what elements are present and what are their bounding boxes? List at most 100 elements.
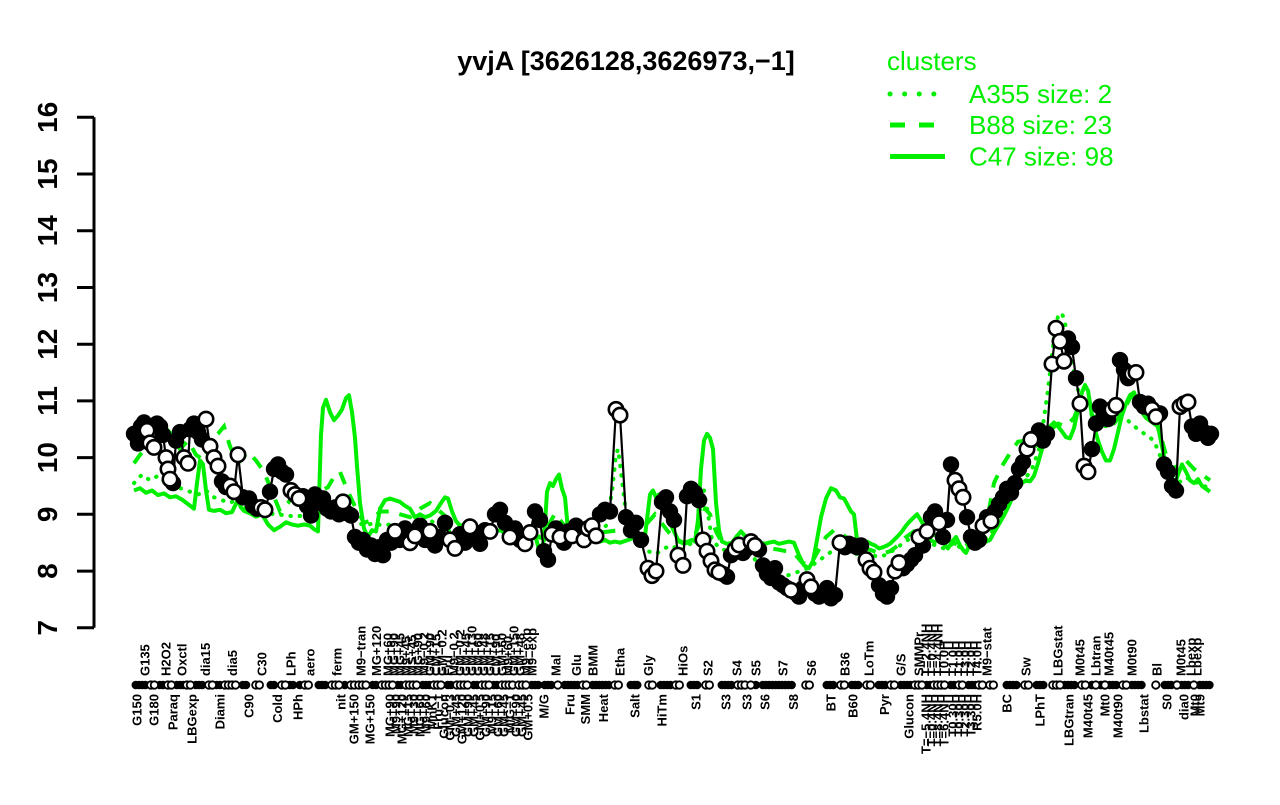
svg-text:clusters: clusters bbox=[887, 46, 977, 76]
svg-text:Paraq: Paraq bbox=[166, 694, 181, 730]
svg-text:G135: G135 bbox=[138, 644, 153, 676]
svg-text:SMMPr: SMMPr bbox=[912, 632, 927, 676]
svg-text:MG+60: MG+60 bbox=[381, 633, 396, 676]
svg-text:LBGstat: LBGstat bbox=[1050, 625, 1065, 676]
svg-text:Fru: Fru bbox=[563, 694, 578, 715]
svg-text:Glucon: Glucon bbox=[437, 694, 452, 739]
svg-text:M9+15: M9+15 bbox=[485, 694, 500, 734]
svg-text:R5.0H: R5.0H bbox=[970, 694, 985, 731]
svg-text:LoTm: LoTm bbox=[862, 641, 877, 676]
svg-text:Gly: Gly bbox=[641, 654, 656, 676]
svg-text:GM+90: GM+90 bbox=[461, 694, 476, 737]
svg-text:T=0.4NH: T=0.4NH bbox=[925, 624, 940, 676]
svg-text:12: 12 bbox=[32, 329, 63, 360]
svg-text:LBGtran: LBGtran bbox=[1062, 694, 1077, 746]
svg-text:yvjA [3626128,3626973,−1]: yvjA [3626128,3626973,−1] bbox=[457, 46, 795, 76]
svg-text:M40t45: M40t45 bbox=[1081, 694, 1096, 738]
svg-text:Etha: Etha bbox=[613, 647, 628, 676]
svg-text:CM+15: CM+15 bbox=[429, 634, 444, 676]
svg-text:T=−5.4NH: T=−5.4NH bbox=[919, 694, 934, 754]
svg-text:Diami: Diami bbox=[213, 694, 228, 729]
svg-text:M0t45: M0t45 bbox=[1073, 639, 1088, 676]
svg-text:M9+30: M9+30 bbox=[407, 694, 422, 734]
svg-text:T1.0H: T1.0H bbox=[952, 641, 967, 676]
svg-text:C90: C90 bbox=[242, 694, 257, 718]
svg-text:M9−0.2: M9−0.2 bbox=[417, 632, 432, 676]
svg-text:7: 7 bbox=[32, 620, 63, 636]
svg-text:M9−0.2: M9−0.2 bbox=[447, 632, 462, 676]
svg-text:S3: S3 bbox=[719, 694, 734, 710]
svg-text:14: 14 bbox=[32, 215, 63, 247]
svg-text:S0: S0 bbox=[1160, 694, 1175, 710]
svg-text:T=0.4NH: T=0.4NH bbox=[925, 694, 940, 746]
svg-text:GM+45: GM+45 bbox=[459, 633, 474, 676]
svg-text:M0t90: M0t90 bbox=[1125, 639, 1140, 676]
svg-text:dia5: dia5 bbox=[225, 650, 240, 676]
svg-text:T3.0H: T3.0H bbox=[958, 641, 973, 676]
svg-text:M9−exp: M9−exp bbox=[525, 628, 540, 676]
svg-text:Pyr: Pyr bbox=[877, 694, 892, 715]
svg-text:S5: S5 bbox=[749, 660, 764, 676]
svg-text:M9−stat: M9−stat bbox=[980, 627, 995, 676]
svg-text:M/G−1: M/G−1 bbox=[503, 694, 518, 733]
svg-text:H2O2: H2O2 bbox=[159, 642, 174, 676]
svg-text:T3.30H: T3.30H bbox=[964, 694, 979, 737]
svg-text:Lbstat: Lbstat bbox=[1137, 693, 1152, 733]
svg-text:C47 size: 98: C47 size: 98 bbox=[969, 142, 1114, 172]
svg-text:GM+120: GM+120 bbox=[455, 694, 470, 744]
svg-text:Mt0: Mt0 bbox=[1188, 694, 1203, 716]
svg-text:dia0: dia0 bbox=[1177, 694, 1192, 720]
svg-text:MG+120: MG+120 bbox=[395, 694, 410, 744]
svg-text:MG+150: MG+150 bbox=[362, 694, 377, 744]
svg-text:T0.30H: T0.30H bbox=[952, 694, 967, 737]
svg-text:dia15: dia15 bbox=[198, 643, 213, 676]
svg-text:T1.0H: T1.0H bbox=[946, 641, 961, 676]
svg-text:Salt: Salt bbox=[628, 693, 643, 718]
svg-text:Lbexp: Lbexp bbox=[1184, 638, 1199, 676]
svg-text:Lbtran: Lbtran bbox=[1089, 636, 1104, 677]
svg-text:CM+90: CM+90 bbox=[489, 634, 504, 676]
svg-text:GM−0.2: GM−0.2 bbox=[435, 629, 450, 676]
svg-text:GM+0.5: GM+0.5 bbox=[521, 694, 536, 741]
svg-text:GM+48: GM+48 bbox=[477, 633, 492, 676]
svg-text:10: 10 bbox=[32, 442, 63, 473]
svg-text:GM+60: GM+60 bbox=[495, 633, 510, 676]
svg-text:Fru−1: Fru−1 bbox=[431, 694, 446, 730]
svg-text:16: 16 bbox=[32, 102, 63, 133]
svg-text:LBGexp: LBGexp bbox=[185, 694, 200, 744]
svg-text:GM+60: GM+60 bbox=[491, 694, 506, 737]
svg-text:GM+90: GM+90 bbox=[479, 694, 494, 737]
svg-text:HiTm: HiTm bbox=[655, 694, 670, 727]
svg-text:S7: S7 bbox=[776, 660, 791, 676]
svg-text:C30: C30 bbox=[255, 652, 270, 676]
svg-text:GM+150: GM+150 bbox=[347, 694, 362, 744]
svg-text:T0.30H: T0.30H bbox=[946, 694, 961, 737]
svg-text:Cold: Cold bbox=[270, 694, 285, 723]
svg-text:Mt0: Mt0 bbox=[1098, 694, 1113, 716]
svg-text:HiOs: HiOs bbox=[676, 646, 691, 676]
svg-text:M9+45: M9+45 bbox=[399, 636, 414, 676]
svg-text:S8: S8 bbox=[786, 694, 801, 710]
svg-text:BC: BC bbox=[1000, 693, 1015, 712]
svg-text:S6: S6 bbox=[804, 660, 819, 676]
svg-text:GM+0.5: GM+0.5 bbox=[473, 694, 488, 741]
svg-text:G150: G150 bbox=[130, 694, 145, 726]
svg-text:LPh: LPh bbox=[284, 651, 299, 676]
svg-text:MG+15: MG+15 bbox=[401, 694, 416, 737]
svg-text:S1: S1 bbox=[688, 694, 703, 710]
svg-text:MG+60: MG+60 bbox=[413, 694, 428, 737]
svg-text:T0.0H: T0.0H bbox=[937, 641, 952, 676]
svg-text:M40t90: M40t90 bbox=[1111, 694, 1126, 738]
svg-text:T=2.4NH: T=2.4NH bbox=[919, 624, 934, 676]
svg-text:GM+90: GM+90 bbox=[509, 694, 524, 737]
svg-text:8: 8 bbox=[32, 563, 63, 579]
svg-text:M9−exp: M9−exp bbox=[519, 628, 534, 676]
svg-text:13: 13 bbox=[32, 272, 63, 303]
svg-text:GM+15: GM+15 bbox=[483, 633, 498, 676]
svg-text:GM+90: GM+90 bbox=[423, 633, 438, 676]
svg-text:GM+130: GM+130 bbox=[465, 626, 480, 676]
svg-text:S4: S4 bbox=[730, 659, 745, 676]
svg-text:T2.0H: T2.0H bbox=[964, 641, 979, 676]
svg-text:M9−tran: M9−tran bbox=[353, 626, 368, 676]
svg-text:GM−0.3: GM−0.3 bbox=[443, 694, 458, 741]
